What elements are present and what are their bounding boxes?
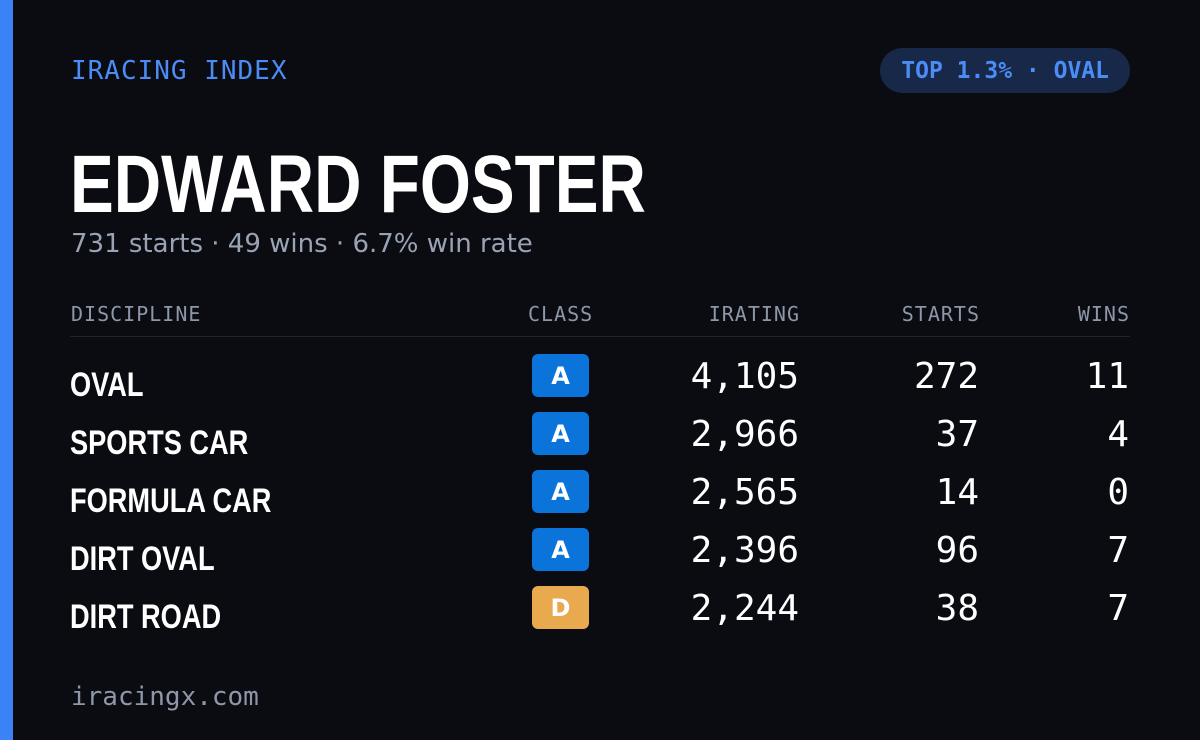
class-badge: D	[532, 586, 589, 629]
irating-value: 4,105	[690, 356, 799, 397]
wins-value: 7	[1107, 588, 1129, 629]
starts-value: 37	[935, 414, 979, 455]
driver-summary: 731 starts · 49 wins · 6.7% win rate	[71, 229, 533, 259]
discipline-name: OVAL	[70, 366, 144, 404]
column-header-discipline: DISCIPLINE	[71, 302, 202, 326]
column-header-wins: WINS	[1077, 302, 1130, 326]
column-header-starts: STARTS	[901, 302, 980, 326]
table-row: DIRT OVAL A 2,396 96 7	[0, 528, 1200, 586]
class-badge: A	[532, 470, 589, 513]
starts-value: 38	[935, 588, 979, 629]
rank-badge: TOP 1.3% · OVAL	[880, 48, 1130, 93]
table-row: OVAL A 4,105 272 11	[0, 354, 1200, 412]
irating-value: 2,565	[690, 472, 799, 513]
wins-value: 4	[1107, 414, 1129, 455]
brand-title: IRACING INDEX	[71, 56, 288, 86]
wins-value: 0	[1107, 472, 1129, 513]
wins-value: 11	[1085, 356, 1129, 397]
accent-bar	[0, 0, 13, 740]
column-header-class: CLASS	[528, 302, 594, 326]
discipline-name: DIRT ROAD	[70, 598, 222, 636]
class-badge: A	[532, 354, 589, 397]
discipline-name: SPORTS CAR	[70, 424, 249, 462]
table-row: FORMULA CAR A 2,565 14 0	[0, 470, 1200, 528]
wins-value: 7	[1107, 530, 1129, 571]
starts-value: 272	[913, 356, 979, 397]
starts-value: 14	[935, 472, 979, 513]
column-header-irating: IRATING	[708, 302, 800, 326]
irating-value: 2,244	[690, 588, 799, 629]
irating-value: 2,966	[690, 414, 799, 455]
irating-value: 2,396	[690, 530, 799, 571]
class-badge: A	[532, 528, 589, 571]
discipline-name: FORMULA CAR	[70, 482, 272, 520]
table-row: DIRT ROAD D 2,244 38 7	[0, 586, 1200, 644]
starts-value: 96	[935, 530, 979, 571]
footer-site: iracingx.com	[71, 682, 259, 712]
header-divider	[70, 336, 1130, 337]
driver-name: EDWARD FOSTER	[70, 139, 646, 230]
table-row: SPORTS CAR A 2,966 37 4	[0, 412, 1200, 470]
discipline-name: DIRT OVAL	[70, 540, 215, 578]
class-badge: A	[532, 412, 589, 455]
